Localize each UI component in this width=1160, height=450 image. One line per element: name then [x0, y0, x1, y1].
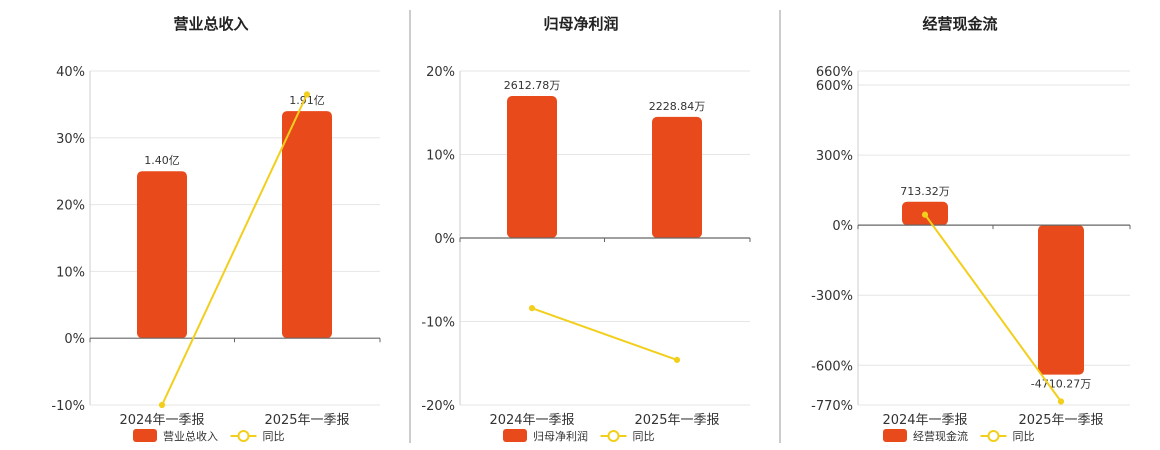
- chart-title: 经营现金流: [922, 15, 997, 33]
- y-tick-label: 0%: [434, 232, 455, 247]
- chart-panel-3: 经营现金流 660%600% 300% 0% -300% -600% -770% 713.32…: [811, 15, 1131, 443]
- x-category-label: 2025年一季报: [1018, 413, 1103, 428]
- y-tick-label: -10%: [51, 399, 85, 414]
- legend-bar-label: 营业总收入: [163, 429, 218, 443]
- y-tick-label: 20%: [426, 65, 455, 80]
- chart-title: 归母净利润: [543, 15, 618, 33]
- yoy-line: [531, 307, 678, 361]
- bar: [652, 116, 702, 238]
- legend: 经营现金流 同比: [883, 429, 1035, 443]
- chart-panel-2: 归母净利润 20% 10% 0% -10% -20% 2612.78万 2228.84万 202…: [421, 15, 751, 443]
- legend-bar-swatch: [133, 429, 157, 442]
- chart-panel-1: 营业总收入 40% 30% 20% 10% 0% -10% 1.40亿 1.91亿 2024年一季…: [51, 15, 381, 443]
- bar-value-label: 2228.84万: [649, 100, 706, 113]
- bar-value-label: 1.91亿: [289, 94, 325, 107]
- x-category-label: 2024年一季报: [119, 413, 204, 428]
- y-tick-label: 40%: [56, 65, 85, 80]
- legend-bar-label: 归母净利润: [533, 429, 588, 443]
- y-tick-label: 30%: [56, 132, 85, 147]
- legend-line-label: 同比: [633, 430, 655, 443]
- y-tick-label: 0%: [64, 332, 85, 347]
- y-tick-label: -770%: [811, 399, 853, 414]
- yoy-point: [1057, 398, 1065, 405]
- yoy-point: [303, 91, 311, 98]
- y-tick-label: -20%: [421, 399, 455, 414]
- bar: [507, 96, 557, 238]
- bar: [1038, 225, 1084, 375]
- yoy-point: [673, 356, 681, 364]
- legend-line-marker: [607, 430, 620, 442]
- y-tick-label: 20%: [56, 199, 85, 214]
- y-tick-label: 660%: [816, 65, 853, 80]
- yoy-point: [528, 305, 536, 312]
- y-tick-label: -10%: [421, 316, 455, 331]
- x-category-label: 2025年一季报: [634, 413, 719, 428]
- yoy-point: [158, 401, 166, 409]
- y-tick-label: -600%: [811, 359, 853, 374]
- chart-title: 营业总收入: [173, 15, 248, 33]
- y-tick-label: 600%: [816, 79, 853, 94]
- legend-bar-swatch: [883, 429, 907, 442]
- y-tick-label: 0%: [832, 219, 853, 234]
- y-tick-label: 10%: [56, 265, 85, 280]
- bar-value-label: -4710.27万: [1031, 378, 1091, 391]
- bar: [137, 171, 187, 339]
- legend-line-marker: [237, 430, 250, 442]
- yoy-point: [921, 211, 929, 218]
- legend-line-label: 同比: [1013, 430, 1035, 443]
- y-tick-label: 300%: [816, 149, 853, 164]
- y-tick-label: 10%: [426, 149, 455, 164]
- legend-line-label: 同比: [263, 430, 285, 443]
- bar-value-label: 1.40亿: [144, 154, 180, 167]
- x-category-label: 2024年一季报: [882, 413, 967, 428]
- bar: [282, 111, 332, 339]
- x-category-label: 2025年一季报: [264, 413, 349, 428]
- legend: 营业总收入 同比: [133, 429, 285, 443]
- y-tick-label: -300%: [811, 289, 853, 304]
- bar-value-label: 713.32万: [900, 185, 950, 198]
- x-category-label: 2024年一季报: [489, 413, 574, 428]
- bar-value-label: 2612.78万: [504, 79, 561, 92]
- legend-bar-label: 经营现金流: [913, 429, 968, 443]
- legend-bar-swatch: [503, 429, 527, 442]
- yoy-line: [161, 93, 308, 406]
- legend: 归母净利润 同比: [503, 429, 655, 443]
- yoy-line: [924, 214, 1062, 403]
- legend-line-marker: [987, 430, 1000, 442]
